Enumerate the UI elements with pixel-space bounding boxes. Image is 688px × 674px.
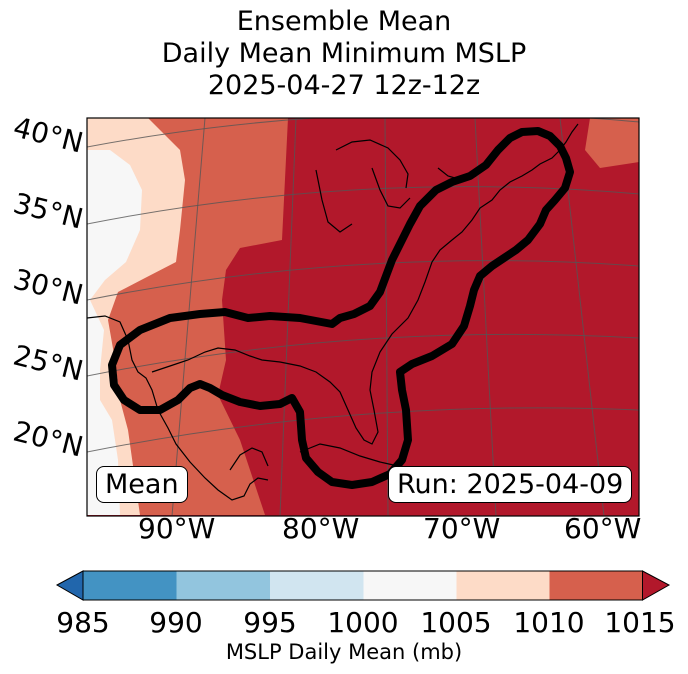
mslp-contour [108,127,574,489]
colorbar-tick-1005: 1005 [420,606,492,639]
colorbar-extend-high [642,570,671,601]
colorbar-segment-990-995 [176,571,270,600]
title-line-2: Daily Mean Minimum MSLP [161,38,527,69]
colorbar-segment-985-990 [83,571,177,600]
map-plot-area [87,118,639,516]
colorbar-extend-low [55,570,84,601]
colorbar-outline [82,570,643,601]
colorbar-tick-990: 990 [149,606,203,639]
colorbar-tick-1015: 1015 [604,606,676,639]
mean-label-box: Mean [96,466,188,503]
colorbar-segment-995-1000 [270,571,364,600]
colorbar-tick-995: 995 [243,606,297,639]
lon-label-60w: 60°W [564,512,642,545]
colorbar-tick-1010: 1010 [513,606,585,639]
lon-label-90w: 90°W [138,512,216,545]
mslp-field-1010-1015-ne [585,118,639,168]
lon-label-70w: 70°W [423,512,501,545]
colorbar-segment-1010-1015 [549,571,643,600]
lon-label-80w: 80°W [282,512,360,545]
colorbar-tick-985: 985 [56,606,110,639]
colorbar-segment-1000-1005 [363,571,457,600]
colorbar [55,570,671,601]
map-frame [86,117,640,517]
title-line-3: 2025-04-27 12z-12z [207,70,481,101]
title-line-1: Ensemble Mean [236,6,452,37]
colorbar-label: MSLP Daily Mean (mb) [225,640,463,664]
colorbar-tick-1000: 1000 [327,606,399,639]
mslp-field-1000-1005 [87,150,142,515]
colorbar-segment-1005-1010 [456,571,550,600]
run-date-box: Run: 2025-04-09 [388,466,633,503]
